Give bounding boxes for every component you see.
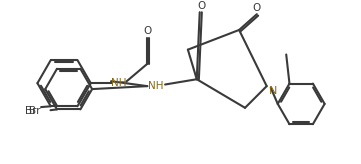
Text: O: O [253,3,261,13]
Text: N: N [269,86,277,96]
Text: O: O [143,26,152,36]
Text: Br: Br [25,106,36,116]
Text: Br: Br [29,106,41,116]
Text: O: O [197,1,205,11]
Text: NH: NH [148,81,163,91]
Text: NH: NH [110,78,126,88]
